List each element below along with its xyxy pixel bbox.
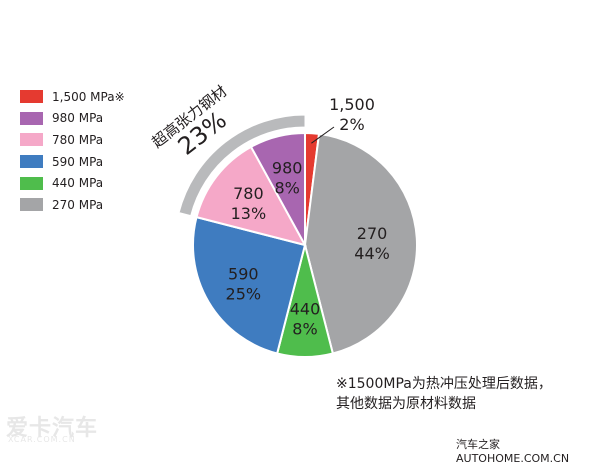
autohome-watermark: 汽车之家 AUTOHOME.COM.CN: [456, 438, 570, 465]
slice-value-label: 440: [290, 300, 321, 319]
legend-item: 590 MPa: [20, 151, 125, 173]
legend-label: 980 MPa: [52, 111, 104, 126]
slice-percent-label: 8%: [274, 179, 299, 198]
slice-percent-label: 8%: [292, 320, 317, 339]
legend-swatch: [20, 90, 43, 104]
legend-swatch: [20, 198, 43, 212]
legend-item: 980 MPa: [20, 108, 125, 130]
slice-value-label: 270: [357, 224, 388, 243]
pie-slice: [249, 131, 306, 246]
slice-value-label: 1,500: [329, 95, 375, 114]
slice-leader-line: [311, 126, 335, 144]
xcar-watermark: 爱卡汽车: [6, 416, 99, 441]
slice-value-label: 780: [233, 184, 264, 203]
pie-slice: [303, 132, 418, 355]
footnote-line-2: 其他数据为原材料数据: [336, 396, 476, 412]
legend-swatch: [20, 176, 43, 190]
legend-label: 440 MPa: [52, 176, 104, 191]
slice-percent-label: 25%: [226, 284, 262, 303]
slice-value-label: 980: [272, 159, 303, 178]
legend-item: 780 MPa: [20, 129, 125, 151]
chart-legend: 1,500 MPa※ 980 MPa 780 MPa 590 MPa 440 MPa 27…: [20, 86, 125, 216]
pie-slice: [195, 145, 307, 247]
legend-swatch: [20, 111, 43, 125]
legend-label: 590 MPa: [52, 154, 104, 169]
legend-label: 780 MPa: [52, 132, 104, 147]
pie-chart: 1,5002%27044%4408%59025%78013%9808%超高张力钢…: [148, 82, 418, 358]
slice-value-label: 590: [228, 264, 259, 283]
pie-slice: [192, 215, 307, 355]
legend-swatch: [20, 155, 43, 169]
legend-swatch: [20, 133, 43, 147]
legend-item: 440 MPa: [20, 172, 125, 194]
slice-percent-label: 13%: [231, 204, 267, 223]
footnote-line-1: ※1500MPa为热冲压处理后数据，: [336, 376, 552, 392]
legend-label: 1,500 MPa※: [52, 89, 125, 104]
legend-item: 270 MPa: [20, 194, 125, 216]
xcar-watermark-url: XCAR.COM.CN: [8, 435, 76, 444]
footnote: ※1500MPa为热冲压处理后数据， 其他数据为原材料数据: [336, 374, 552, 414]
legend-item: 1,500 MPa※: [20, 86, 125, 108]
slice-percent-label: 44%: [354, 244, 390, 263]
slice-percent-label: 2%: [339, 115, 364, 134]
high-strength-arc: [178, 114, 306, 217]
legend-label: 270 MPa: [52, 197, 104, 212]
